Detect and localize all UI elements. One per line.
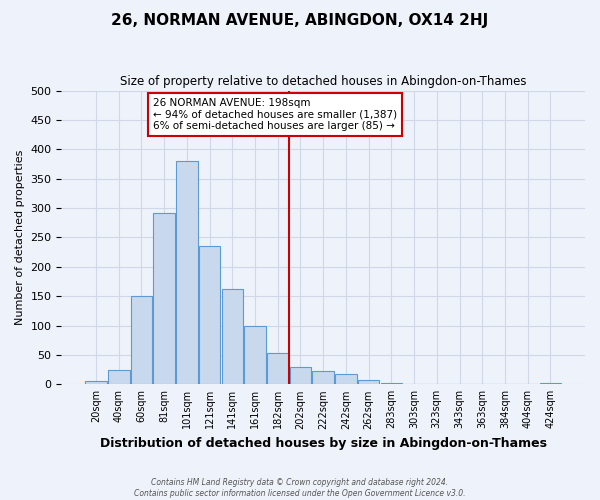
- Text: 26 NORMAN AVENUE: 198sqm
← 94% of detached houses are smaller (1,387)
6% of semi: 26 NORMAN AVENUE: 198sqm ← 94% of detach…: [153, 98, 397, 131]
- Bar: [221, 288, 243, 384]
- Bar: [176, 161, 197, 384]
- Bar: [131, 296, 152, 384]
- Bar: [154, 213, 175, 384]
- Text: Contains HM Land Registry data © Crown copyright and database right 2024.
Contai: Contains HM Land Registry data © Crown c…: [134, 478, 466, 498]
- Y-axis label: Number of detached properties: Number of detached properties: [15, 150, 25, 325]
- Bar: [380, 382, 402, 384]
- Bar: [358, 380, 379, 384]
- Bar: [244, 326, 266, 384]
- Bar: [85, 382, 107, 384]
- Bar: [267, 353, 289, 384]
- Bar: [539, 383, 561, 384]
- Bar: [313, 372, 334, 384]
- Bar: [108, 370, 130, 384]
- Bar: [199, 246, 220, 384]
- Text: 26, NORMAN AVENUE, ABINGDON, OX14 2HJ: 26, NORMAN AVENUE, ABINGDON, OX14 2HJ: [112, 12, 488, 28]
- X-axis label: Distribution of detached houses by size in Abingdon-on-Thames: Distribution of detached houses by size …: [100, 437, 547, 450]
- Bar: [335, 374, 357, 384]
- Bar: [290, 366, 311, 384]
- Title: Size of property relative to detached houses in Abingdon-on-Thames: Size of property relative to detached ho…: [120, 75, 526, 88]
